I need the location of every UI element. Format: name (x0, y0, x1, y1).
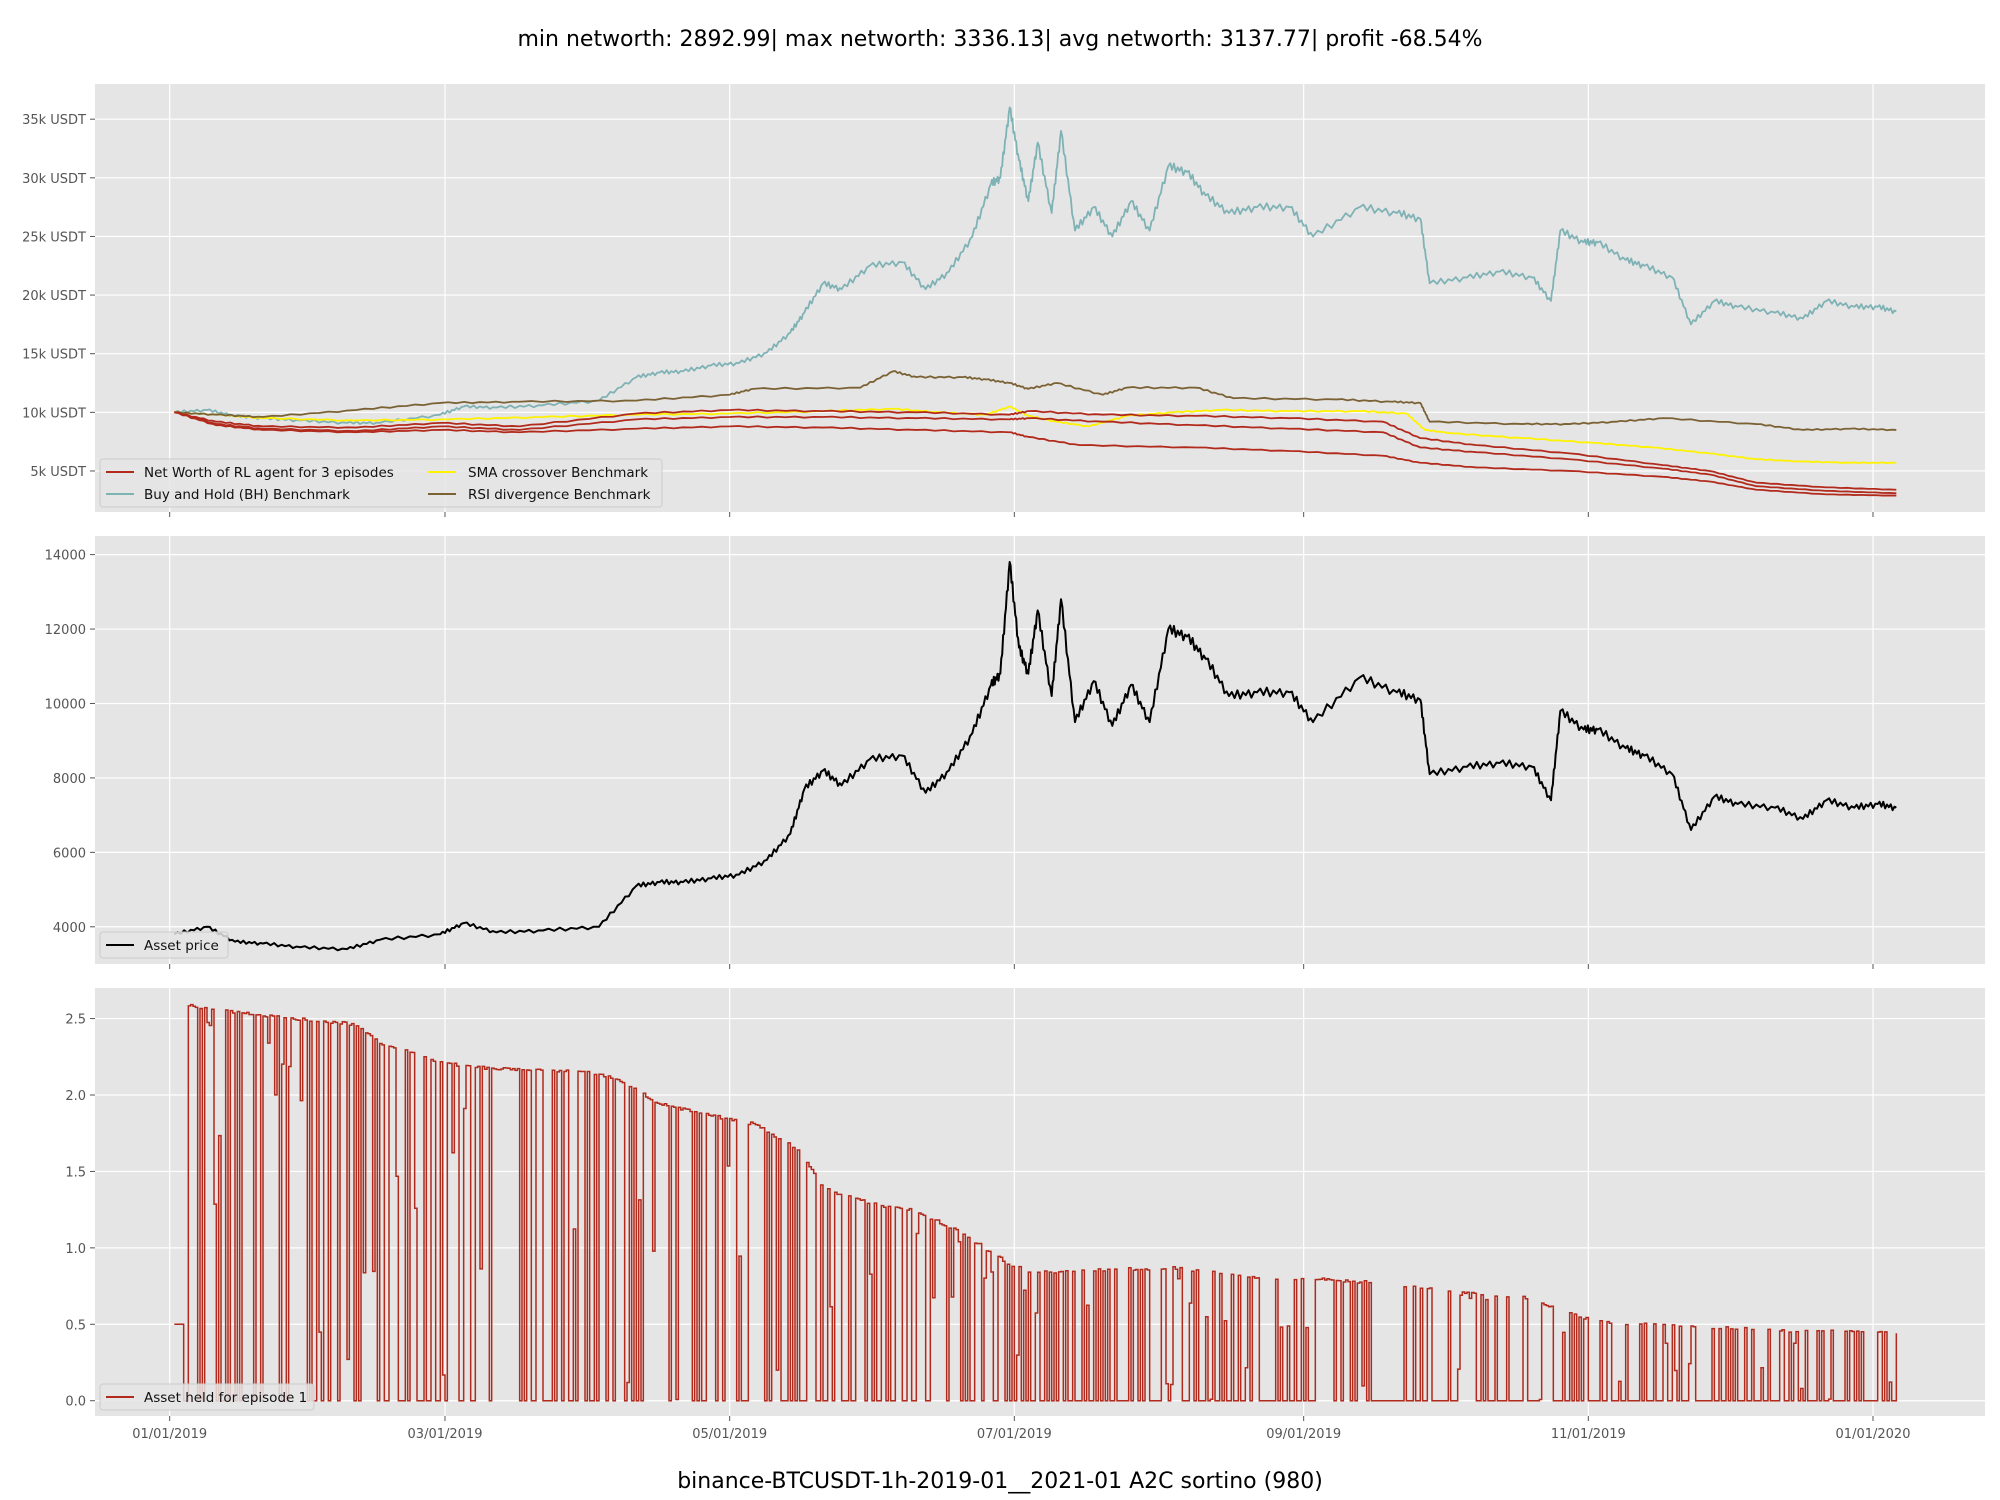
x-tick-label: 01/01/2020 (1836, 1427, 1911, 1442)
x-tick-label: 03/01/2019 (408, 1427, 483, 1442)
panel-asset-price-x-ticks (169, 964, 1874, 969)
networth-y-tick-label: 20k USDT (22, 289, 86, 304)
series-rl-agent-episode-5 (174, 411, 1897, 497)
asset-price-y-tick-label: 10000 (45, 697, 86, 712)
legend-asset-price-label: Asset price (144, 938, 219, 954)
x-tick-label: 07/01/2019 (977, 1427, 1052, 1442)
panel-networth: 5k USDT 10k USDT 15k USDT 20k USDT 25k USDT 3… (22, 84, 1985, 517)
legend-asset-held-label: Asset held for episode 1 (144, 1390, 307, 1406)
series-rsi-divergence-benchmark (174, 370, 1897, 432)
x-tick-label: 09/01/2019 (1266, 1427, 1341, 1442)
asset-price-y-tick-label: 8000 (53, 772, 86, 787)
panel-asset-held-lines (174, 1003, 1898, 1402)
legend-networth-box (99, 458, 663, 508)
legend-networth: Net Worth of RL agent for 3 episodes Buy… (99, 458, 663, 508)
panel-asset-held: 0.00.51.01.52.02.5 01/01/2019 03/01/2019 0… (65, 988, 1985, 1442)
legend-networth-label-0: Net Worth of RL agent for 3 episodes (144, 465, 394, 481)
panel-networth-x-ticks (169, 512, 1874, 517)
asset-held-y-tick-label: 1.5 (65, 1165, 86, 1180)
panel-asset-held-y-ticks: 0.0 0.5 1.0 1.5 2.0 2.5 (65, 1013, 95, 1410)
asset-price-y-tick-label: 6000 (53, 846, 86, 861)
asset-price-y-tick-label: 4000 (53, 921, 86, 936)
series-asset-held (174, 1003, 1898, 1402)
series-rl-agent-episode-4 (174, 411, 1897, 495)
asset-held-y-tick-label: 2.5 (65, 1013, 86, 1028)
series-buy-and-hold-bh-benchmark (173, 106, 1897, 426)
panel-asset-price-lines (173, 561, 1897, 952)
legend-networth-label-3: RSI divergence Benchmark (468, 487, 651, 503)
networth-y-tick-label: 5k USDT (30, 465, 86, 480)
networth-y-tick-label: 25k USDT (22, 230, 86, 245)
legend-asset-price: Asset price (99, 931, 229, 959)
chart-title: min networth: 2892.99| max networth: 333… (517, 27, 1482, 52)
networth-y-tick-label: 35k USDT (22, 113, 86, 128)
asset-held-y-tick-label: 1.0 (65, 1242, 86, 1257)
asset-price-y-tick-label: 14000 (45, 549, 86, 564)
panel-asset-price-y-ticks: 4000 6000 8000 10000 12000 14000 (45, 549, 95, 936)
asset-held-y-tick-label: 0.5 (65, 1318, 86, 1333)
legend-asset-price-box (99, 931, 229, 959)
panel-networth-lines (173, 106, 1897, 497)
series-net-worth-of-rl-agent-for-3-episodes (174, 408, 1897, 491)
x-tick-label: 11/01/2019 (1551, 1427, 1626, 1442)
networth-y-tick-label: 30k USDT (22, 172, 86, 187)
asset-held-y-tick-label: 2.0 (65, 1089, 86, 1104)
x-tick-label: 01/01/2019 (132, 1427, 207, 1442)
series-asset-price (173, 561, 1897, 952)
panel-asset-held-x-ticks: 01/01/2019 03/01/2019 05/01/2019 07/01/2019… (132, 1416, 1910, 1442)
panel-networth-y-ticks: 5k USDT 10k USDT 15k USDT 20k USDT 25k USDT 3… (22, 113, 95, 480)
panel-asset-price-background (95, 536, 1985, 964)
panel-asset-price: 4000 6000 8000 10000 12000 14000 Asset price (45, 536, 1985, 969)
chart-footer-caption: binance-BTCUSDT-1h-2019-01__2021-01 A2C … (677, 1469, 1323, 1494)
legend-asset-held-box (99, 1383, 315, 1411)
legend-networth-label-2: SMA crossover Benchmark (468, 465, 648, 481)
legend-networth-label-1: Buy and Hold (BH) Benchmark (144, 487, 350, 503)
x-tick-label: 05/01/2019 (692, 1427, 767, 1442)
asset-held-y-tick-label: 0.0 (65, 1395, 86, 1410)
legend-asset-held: Asset held for episode 1 (99, 1383, 315, 1411)
asset-price-y-tick-label: 12000 (45, 623, 86, 638)
networth-y-tick-label: 10k USDT (22, 406, 86, 421)
networth-y-tick-label: 15k USDT (22, 348, 86, 363)
